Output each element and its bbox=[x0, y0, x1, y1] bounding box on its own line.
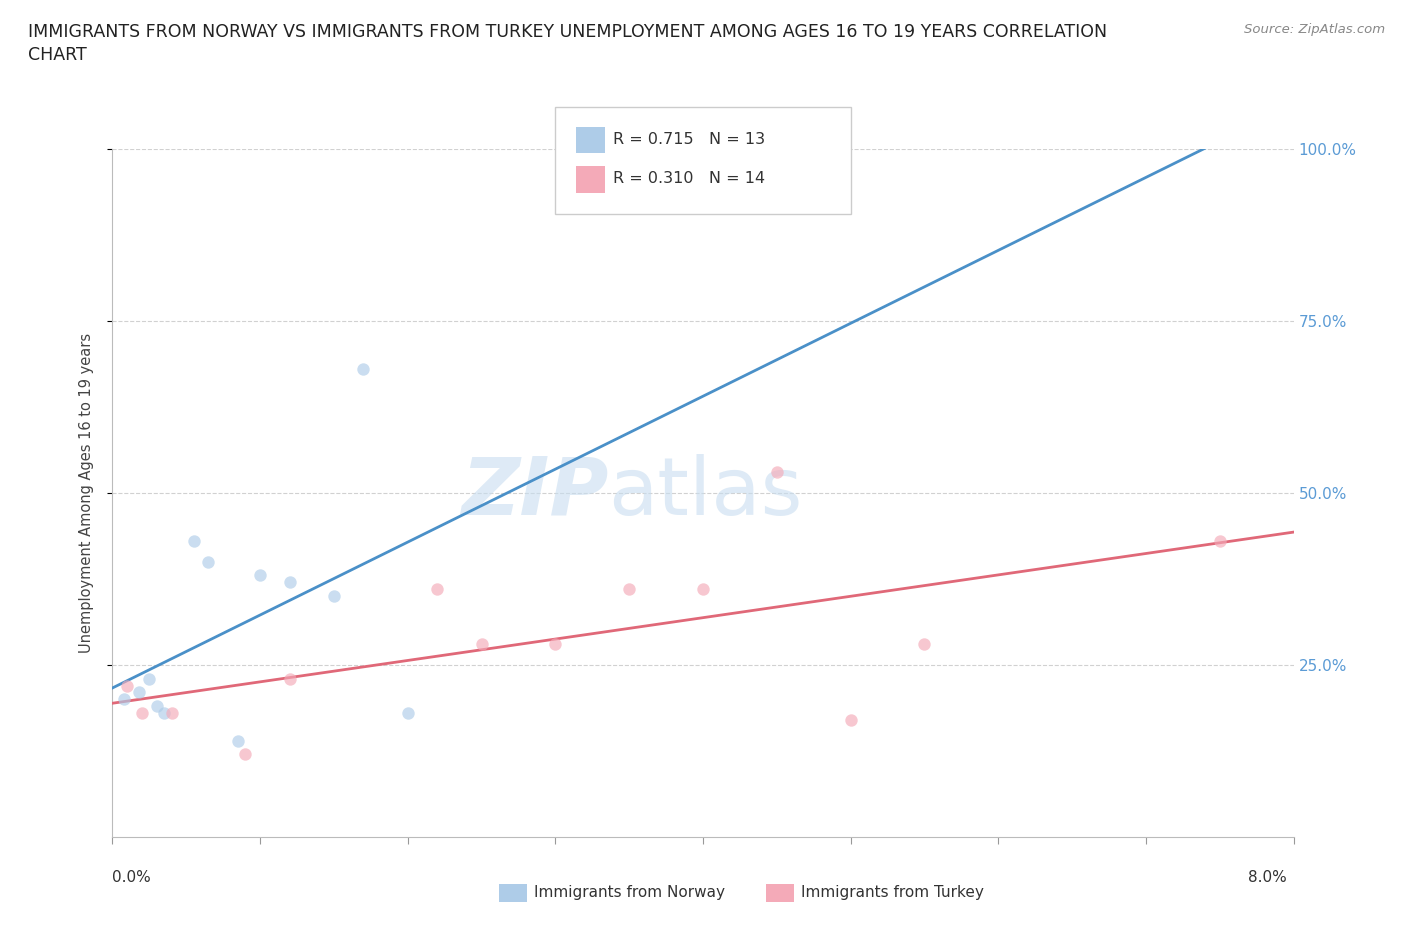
Text: ZIP: ZIP bbox=[461, 454, 609, 532]
Point bbox=[544, 637, 567, 652]
Point bbox=[839, 712, 862, 727]
Point bbox=[160, 706, 183, 721]
Y-axis label: Unemployment Among Ages 16 to 19 years: Unemployment Among Ages 16 to 19 years bbox=[79, 333, 94, 653]
Text: IMMIGRANTS FROM NORWAY VS IMMIGRANTS FROM TURKEY UNEMPLOYMENT AMONG AGES 16 TO 1: IMMIGRANTS FROM NORWAY VS IMMIGRANTS FRO… bbox=[28, 23, 1108, 41]
Text: 0.0%: 0.0% bbox=[112, 870, 152, 884]
Point bbox=[323, 589, 346, 604]
Point bbox=[183, 534, 205, 549]
Text: Immigrants from Turkey: Immigrants from Turkey bbox=[801, 885, 984, 900]
Point bbox=[249, 568, 271, 583]
Point bbox=[233, 747, 256, 762]
Text: R = 0.715   N = 13: R = 0.715 N = 13 bbox=[613, 132, 765, 147]
Text: Source: ZipAtlas.com: Source: ZipAtlas.com bbox=[1244, 23, 1385, 36]
Point bbox=[278, 671, 301, 686]
Point bbox=[138, 671, 160, 686]
Point bbox=[226, 733, 249, 748]
Point bbox=[766, 465, 789, 480]
Point bbox=[128, 685, 150, 700]
Point bbox=[278, 575, 301, 590]
Text: 8.0%: 8.0% bbox=[1247, 870, 1286, 884]
Point bbox=[146, 698, 169, 713]
Point bbox=[352, 362, 374, 377]
Point bbox=[1208, 534, 1232, 549]
Text: atlas: atlas bbox=[609, 454, 803, 532]
Point bbox=[131, 706, 153, 721]
Point bbox=[117, 678, 138, 693]
Point bbox=[619, 582, 641, 597]
Point bbox=[153, 706, 176, 721]
Text: CHART: CHART bbox=[28, 46, 87, 64]
Text: R = 0.310   N = 14: R = 0.310 N = 14 bbox=[613, 171, 765, 186]
Point bbox=[426, 582, 449, 597]
Point bbox=[112, 692, 135, 707]
Point bbox=[692, 582, 714, 597]
Point bbox=[914, 637, 936, 652]
Point bbox=[470, 637, 494, 652]
Text: Immigrants from Norway: Immigrants from Norway bbox=[534, 885, 725, 900]
Point bbox=[396, 706, 419, 721]
Point bbox=[197, 554, 219, 569]
